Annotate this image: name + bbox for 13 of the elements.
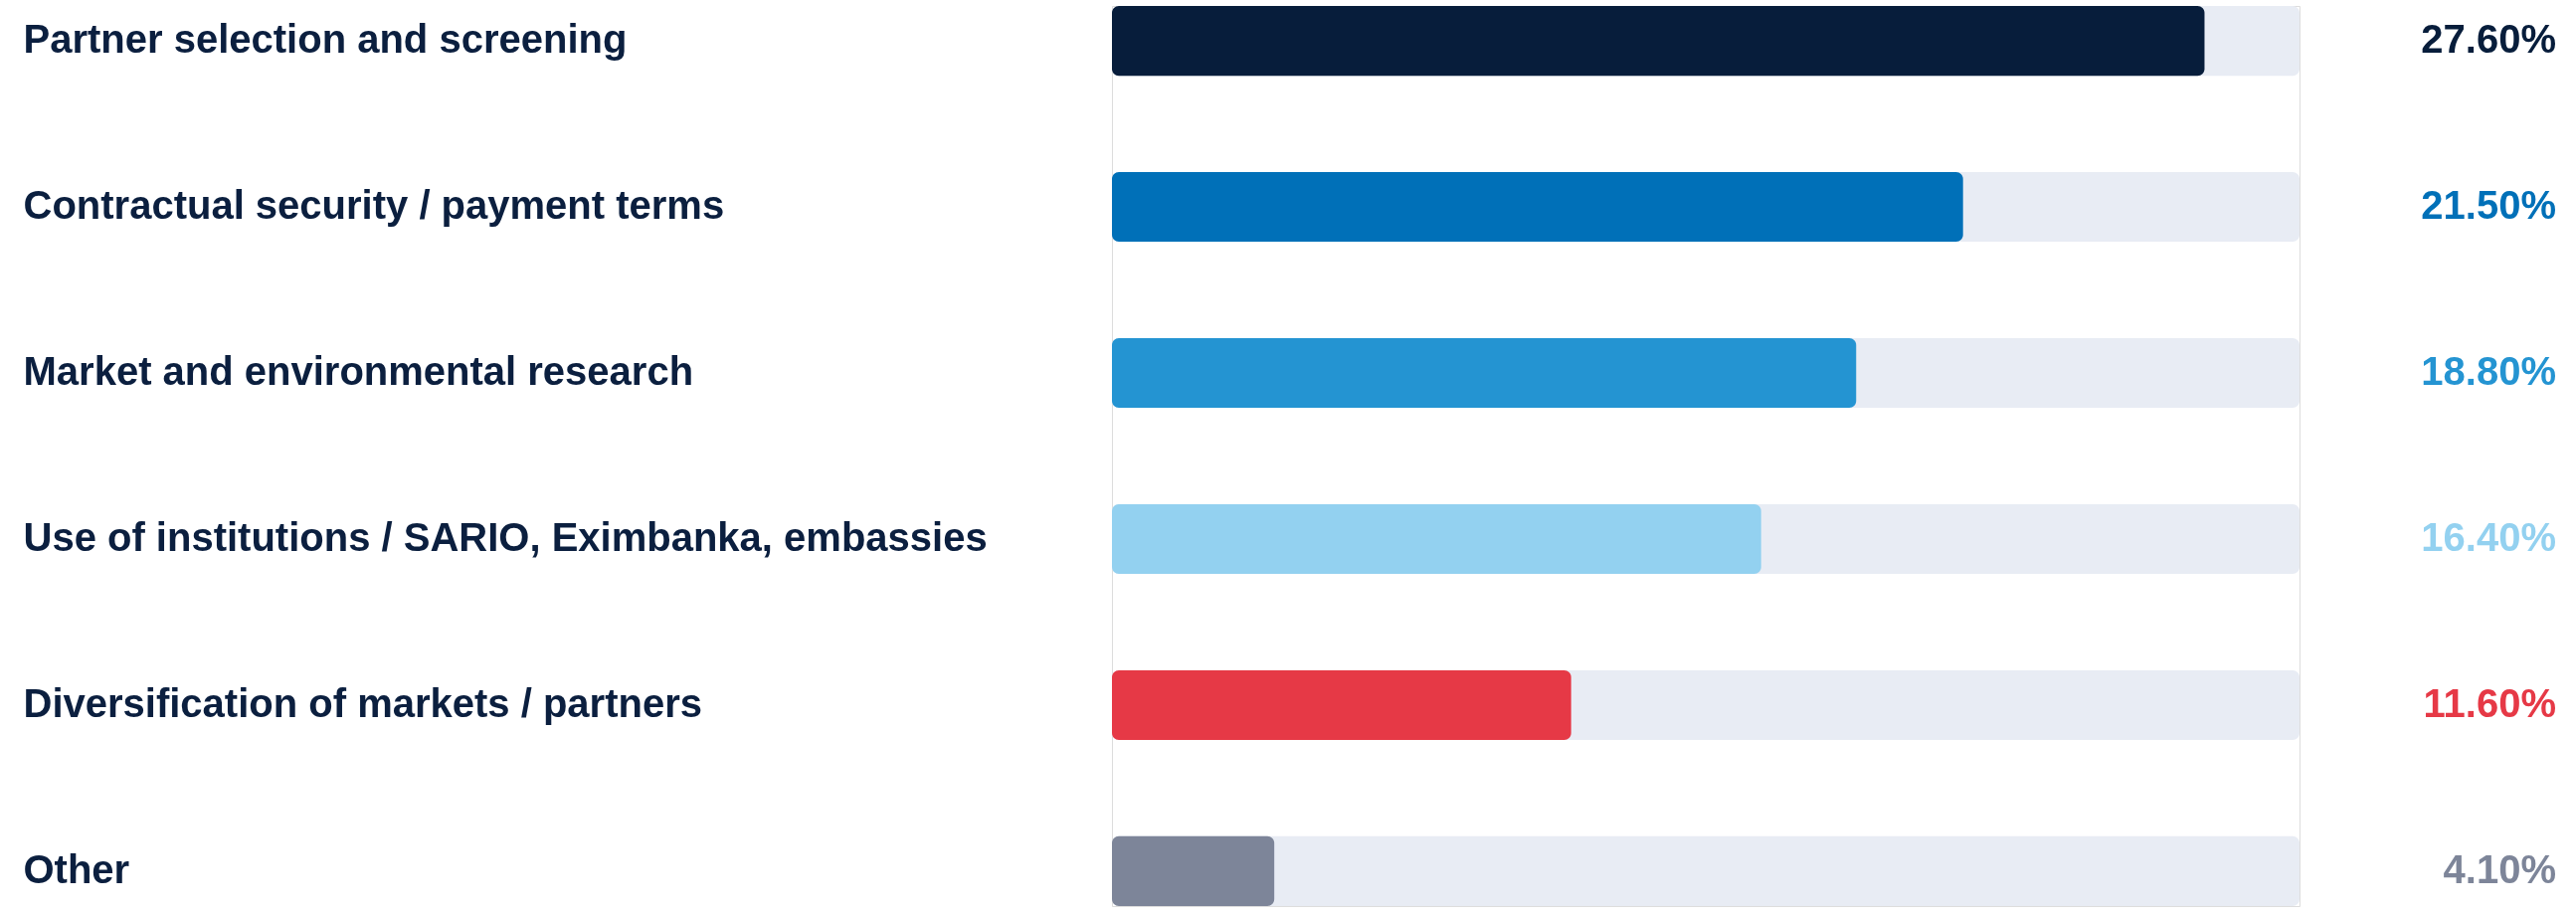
y-tick-label: Other [23, 846, 130, 891]
y-tick-label: Diversification of markets / partners [23, 680, 702, 725]
data-label: 21.50% [2421, 183, 2556, 228]
bar [1112, 835, 1275, 906]
y-tick-label: Market and environmental research [23, 349, 694, 394]
y-tick-label: Use of institutions / SARIO, Eximbanka, embassies [23, 514, 988, 559]
data-label: 11.60% [2423, 680, 2556, 725]
data-label: 16.40% [2421, 514, 2556, 559]
data-label: 18.80% [2421, 349, 2556, 394]
data-label: 27.60% [2421, 17, 2556, 62]
y-tick-label: Partner selection and screening [23, 17, 628, 62]
data-label: 4.10% [2443, 846, 2556, 891]
y-tick-label: Contractual security / payment terms [23, 183, 725, 228]
